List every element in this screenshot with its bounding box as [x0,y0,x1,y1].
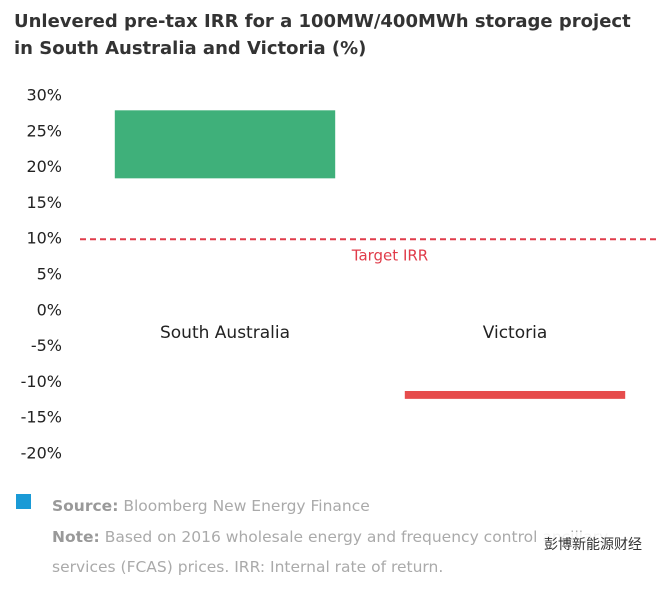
watermark: 彭博新能源财经 [540,532,646,556]
target-label: Target IRR [351,247,428,265]
chart-title: Unlevered pre-tax IRR for a 100MW/400MWh… [14,11,631,59]
chart: -20% -15% -10% -5% 0% 5% 10% 15% 20% 25% 30% South … [21,86,660,463]
y-tick-label: 10% [26,229,62,248]
note: Note: Based on 2016 wholesale energy and… [52,522,657,582]
y-tick-label: 25% [26,121,62,140]
note-text: Based on 2016 wholesale energy and frequ… [52,528,609,576]
y-tick-label: 0% [37,300,62,319]
note-label: Note: [52,528,100,546]
y-tick-label: -5% [31,336,62,355]
y-tick-label: -20% [21,444,62,463]
x-tick-label: South Australia [160,323,290,343]
y-tick-label: -15% [21,408,62,427]
y-tick-label: 15% [26,193,62,212]
x-tick-label: Victoria [483,323,548,343]
source-label: Source: [52,497,119,515]
bar [114,110,336,179]
source: Source: Bloomberg New Energy Finance [52,491,657,521]
y-tick-label: 5% [37,265,62,284]
source-text: Bloomberg New Energy Finance [123,497,370,515]
y-tick-label: 30% [26,86,62,105]
y-tick-label: 20% [26,157,62,176]
bar [404,390,626,399]
y-tick-label: -10% [21,372,62,391]
source-icon [16,494,31,509]
